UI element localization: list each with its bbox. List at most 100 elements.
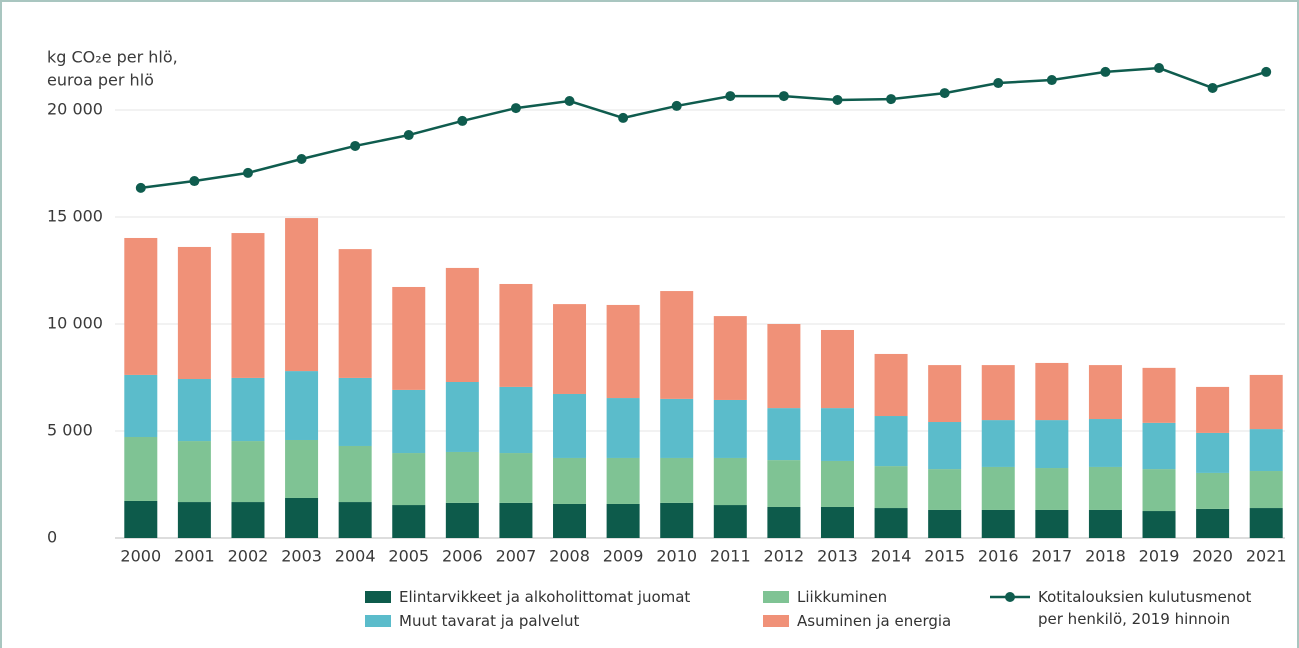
- legend-label: Liikkuminen: [797, 588, 888, 606]
- bar-segment: [553, 393, 587, 458]
- x-tick-label: 2013: [817, 547, 858, 566]
- y-tick-label: 15 000: [47, 207, 103, 226]
- bar-segment: [820, 506, 854, 538]
- bar-segment: [1249, 508, 1283, 538]
- bar-segment: [928, 469, 962, 510]
- x-tick-label: 2014: [871, 547, 912, 566]
- bar-segment: [928, 509, 962, 538]
- x-tick-label: 2008: [549, 547, 590, 566]
- line: [140, 66, 1267, 190]
- x-tick-label: 2015: [924, 547, 965, 566]
- bar-segment: [338, 249, 372, 378]
- x-tick-label: 2009: [603, 547, 644, 566]
- bar-segment: [392, 389, 426, 454]
- bar-segment: [713, 505, 747, 538]
- legend-swatch: [365, 615, 391, 627]
- bar-segment: [1142, 367, 1176, 423]
- bar-segment: [606, 503, 640, 538]
- bar-segment: [231, 441, 265, 503]
- legend-point: [1005, 592, 1015, 602]
- bar-segment: [1196, 508, 1230, 538]
- bar-segment: [1249, 429, 1283, 472]
- bar-segment: [1088, 365, 1122, 420]
- line-point: [135, 182, 146, 193]
- bar-segment: [874, 353, 908, 417]
- bar-segment: [1035, 362, 1069, 421]
- bar-segment: [1088, 509, 1122, 538]
- bar-segment: [553, 457, 587, 504]
- bar-segment: [231, 502, 265, 538]
- bar-segment: [392, 286, 426, 390]
- x-tick-label: 2021: [1246, 547, 1287, 566]
- y-tick-label: 5 000: [47, 421, 93, 440]
- bar-segment: [1142, 422, 1176, 470]
- bar-segment: [338, 445, 372, 503]
- legend-swatch: [763, 615, 789, 627]
- line-point: [1046, 75, 1057, 86]
- x-tick-label: 2006: [442, 547, 483, 566]
- bar-segment: [553, 503, 587, 538]
- bar-segment: [499, 502, 533, 538]
- x-tick-label: 2007: [496, 547, 537, 566]
- bar-segment: [124, 237, 158, 375]
- bar-segment: [177, 378, 211, 442]
- bar-segment: [767, 408, 801, 461]
- bar-segment: [445, 502, 479, 538]
- bar-segment: [874, 508, 908, 538]
- x-tick-label: 2019: [1139, 547, 1180, 566]
- line-point: [1100, 66, 1111, 77]
- line-point: [510, 103, 521, 114]
- bar-segment: [124, 436, 158, 501]
- bar-segment: [338, 502, 372, 538]
- x-tick-label: 2010: [656, 547, 697, 566]
- bar-segment: [767, 460, 801, 507]
- legend-label: Elintarvikkeet ja alkoholittomat juomat: [399, 588, 691, 606]
- bar-segment: [1088, 466, 1122, 510]
- bar-segment: [1249, 374, 1283, 430]
- bar-segment: [338, 377, 372, 446]
- line-point: [993, 78, 1004, 89]
- bar-segment: [1142, 469, 1176, 512]
- bar-segment: [392, 453, 426, 506]
- bar-segment: [660, 457, 694, 503]
- bar-segment: [981, 365, 1015, 421]
- bar-segment: [1035, 420, 1069, 469]
- bar-segment: [124, 374, 158, 437]
- bar-segment: [981, 509, 1015, 538]
- bar-segment: [820, 460, 854, 507]
- line-point: [403, 130, 414, 141]
- bar-segment: [606, 304, 640, 399]
- bar-segment: [606, 457, 640, 504]
- bar-segment: [660, 291, 694, 399]
- line-point: [1261, 66, 1272, 77]
- x-tick-label: 2001: [174, 547, 215, 566]
- x-tick-label: 2002: [228, 547, 269, 566]
- line-point: [725, 91, 736, 102]
- bar-segment: [981, 466, 1015, 510]
- bar-segment: [124, 500, 158, 538]
- bar-segment: [767, 506, 801, 538]
- line-point: [1207, 82, 1218, 93]
- bar-segment: [445, 381, 479, 452]
- bar-segment: [1088, 419, 1122, 467]
- x-tick-label: 2018: [1085, 547, 1126, 566]
- x-tick-label: 2000: [120, 547, 161, 566]
- y-axis-label: kg CO₂e per hlö,: [47, 48, 178, 67]
- x-tick-label: 2004: [335, 547, 376, 566]
- x-tick-label: 2016: [978, 547, 1019, 566]
- x-tick-label: 2012: [764, 547, 805, 566]
- line-point: [1154, 63, 1165, 74]
- bar-segment: [1142, 511, 1176, 538]
- x-tick-label: 2017: [1031, 547, 1072, 566]
- bar-segment: [1196, 472, 1230, 509]
- bar-segment: [499, 283, 533, 387]
- legend-label: Kotitalouksien kulutusmenot per henkilö,…: [1038, 588, 1252, 628]
- bar-segment: [713, 399, 747, 458]
- line-point: [457, 115, 468, 126]
- y-tick-label: 20 000: [47, 100, 103, 119]
- legend-label: Muut tavarat ja palvelut: [399, 612, 580, 630]
- bar-segment: [445, 451, 479, 503]
- x-tick-label: 2020: [1192, 547, 1233, 566]
- bar-segment: [660, 502, 694, 538]
